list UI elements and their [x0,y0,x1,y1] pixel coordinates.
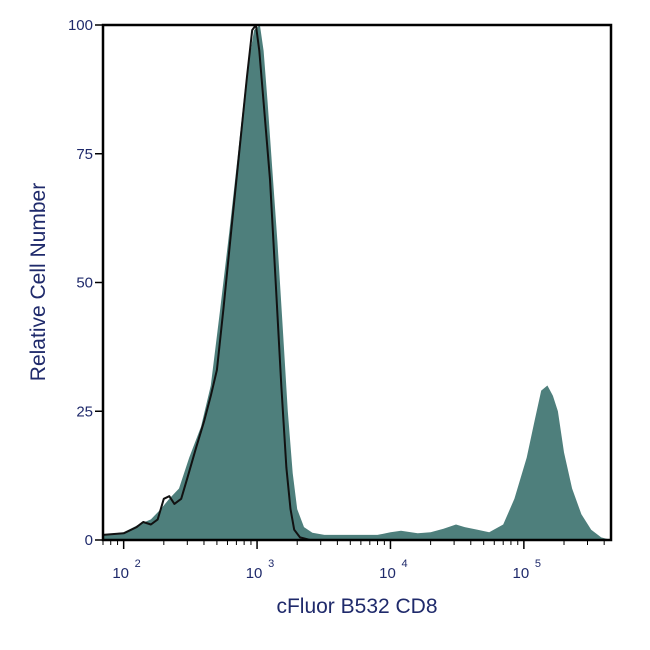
y-tick-label: 25 [76,403,93,420]
x-axis: 10 2 10 3 10 4 10 5 [102,540,605,582]
y-axis: 0 25 50 75 100 [68,17,103,549]
y-tick-label: 100 [68,17,93,34]
x-axis-title: cFluor B532 CD8 [276,595,437,618]
y-tick-label: 0 [85,532,93,549]
x-tick-label-base: 10 [112,565,129,582]
y-tick-label: 75 [76,146,93,163]
histogram-area-0 [103,25,611,540]
x-tick-label-base: 10 [379,565,396,582]
y-tick-label: 50 [76,275,93,292]
histogram-outline-1 [102,24,311,541]
series-layer [102,24,611,541]
x-tick-label-base: 10 [513,565,530,582]
y-axis-title: Relative Cell Number [27,183,50,381]
x-tick-label-exponent: 4 [401,558,407,570]
x-tick-label-exponent: 2 [135,558,141,570]
x-tick-label-exponent: 3 [268,558,274,570]
x-tick-label-exponent: 5 [535,558,541,570]
x-tick-label-base: 10 [246,565,263,582]
